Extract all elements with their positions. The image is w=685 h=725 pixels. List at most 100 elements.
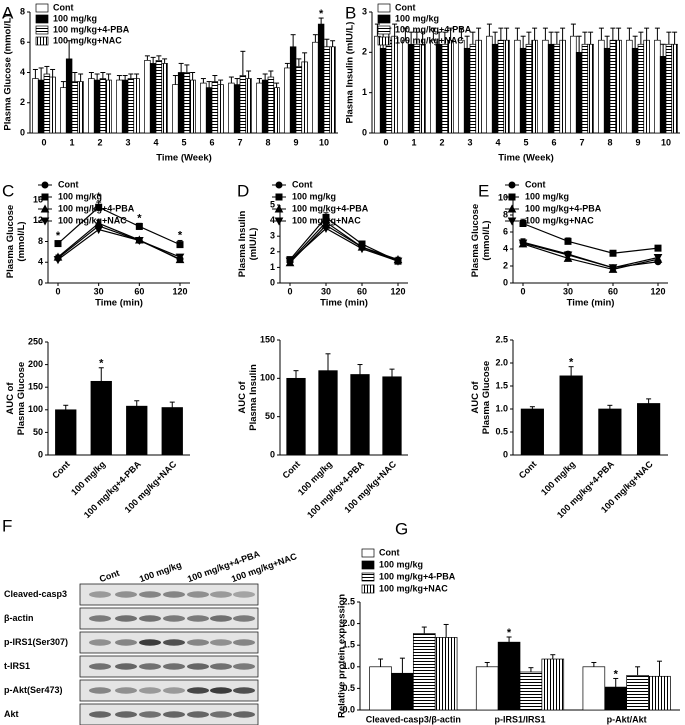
bar — [665, 43, 673, 134]
y-axis-label: Plasma Insulin — [248, 364, 259, 431]
row-label: Cleaved-casp3 — [4, 589, 67, 599]
point — [654, 244, 662, 252]
bar — [475, 39, 482, 134]
blot-band — [210, 663, 232, 670]
bar — [312, 41, 319, 134]
blot-band — [139, 711, 161, 718]
x-axis-label: Time (Week) — [156, 153, 212, 164]
bar — [318, 370, 338, 456]
x-tick-label: 6 — [551, 137, 556, 147]
x-tick-label: 3 — [467, 137, 472, 147]
bar — [435, 43, 443, 134]
legend-label: 100 mg/kg+4-PBA — [53, 24, 130, 34]
legend-swatch — [361, 560, 375, 570]
y-tick-label: 100 — [28, 404, 43, 414]
legend-swatch — [35, 14, 49, 24]
bar — [391, 672, 414, 711]
blot-band — [233, 663, 255, 670]
y-tick-label: 2 — [362, 47, 367, 57]
blot-band — [139, 663, 161, 670]
significance-mark: * — [569, 357, 574, 369]
significance-mark: * — [178, 229, 183, 241]
panel-label: D — [237, 181, 249, 200]
bar — [659, 56, 667, 134]
blot-band — [115, 591, 137, 598]
point — [134, 236, 144, 246]
legend-swatch — [361, 584, 375, 594]
y-tick-label: 16 — [33, 194, 43, 204]
row-label: p-IRS1(Ser307) — [4, 637, 68, 647]
bar — [273, 87, 280, 134]
bar — [469, 43, 477, 134]
bar — [519, 671, 543, 711]
bar — [32, 78, 39, 134]
blot-band — [187, 615, 209, 622]
y-axis-label: Plasma Insulin (mIU/L) — [345, 22, 356, 124]
y-axis-label: Plasma Glucose — [470, 204, 481, 277]
legend-marker — [274, 204, 284, 213]
point — [53, 256, 63, 265]
bar — [631, 47, 639, 134]
significance-mark: * — [507, 627, 512, 639]
bar — [559, 39, 566, 134]
legend-label: Cont — [53, 2, 74, 12]
y-tick-label: 0 — [503, 277, 508, 287]
lane-label: 100 mg/kg+4-PBA — [186, 548, 262, 584]
point — [608, 264, 618, 273]
bar — [547, 43, 555, 134]
bar — [65, 58, 73, 134]
significance-mark: * — [614, 668, 619, 680]
point — [285, 257, 295, 266]
x-tick-label: 10 — [661, 137, 671, 147]
bar — [267, 76, 275, 134]
line — [57, 206, 181, 246]
legend-marker — [275, 181, 283, 189]
y-axis-label: Plasma Glucose — [16, 362, 27, 435]
legend-label: 100 mg/kg+NAC — [525, 215, 594, 225]
blot-band — [210, 615, 232, 622]
bar — [189, 79, 196, 134]
y-tick-label: 8 — [38, 236, 43, 246]
bar — [295, 66, 303, 134]
point — [564, 237, 572, 245]
bar — [256, 82, 263, 134]
legend-swatch — [361, 572, 375, 582]
legend-label: 100 mg/kg — [292, 191, 336, 201]
line — [522, 242, 659, 269]
y-tick-label: 0.5 — [495, 426, 508, 436]
y-tick-label: 5 — [270, 199, 275, 209]
blot-band — [233, 615, 255, 622]
blot-band — [139, 687, 161, 694]
x-tick-label: Cleaved-casp3/β-actin — [366, 714, 461, 724]
y-tick-label: 6 — [503, 226, 508, 236]
y-tick-label: 10 — [498, 192, 508, 202]
y-tick-label: 0 — [38, 449, 43, 459]
x-tick-label: 120 — [172, 286, 187, 296]
y-tick-label: 2 — [503, 260, 508, 270]
y-axis-label: Plasma Glucose — [481, 361, 492, 434]
x-tick-label: 0 — [41, 137, 46, 147]
bar — [350, 374, 370, 456]
bar — [127, 78, 135, 134]
bar — [90, 380, 112, 456]
panel-label: F — [2, 516, 12, 535]
bar — [531, 39, 538, 134]
y-tick-label: 1 — [362, 87, 367, 97]
panel-label: G — [395, 519, 408, 538]
y-tick-label: 0.0 — [342, 704, 355, 714]
y-tick-label: 2.0 — [495, 357, 508, 367]
bar — [133, 78, 140, 134]
x-tick-label: 100 mg/kg — [69, 459, 107, 497]
x-tick-label: 5 — [181, 137, 186, 147]
bar — [604, 686, 628, 711]
point — [519, 220, 527, 227]
legend-label: 100 mg/kg+4-PBA — [379, 571, 456, 581]
legend-label: 100 mg/kg+4-PBA — [58, 203, 135, 213]
x-tick-label: 100 mg/kg+4-PBA — [305, 459, 366, 520]
blot-band — [163, 687, 185, 694]
blot-band — [187, 591, 209, 598]
bar — [402, 39, 409, 134]
bar — [286, 377, 306, 456]
x-tick-label: 120 — [650, 286, 665, 296]
legend-swatch — [377, 14, 391, 24]
